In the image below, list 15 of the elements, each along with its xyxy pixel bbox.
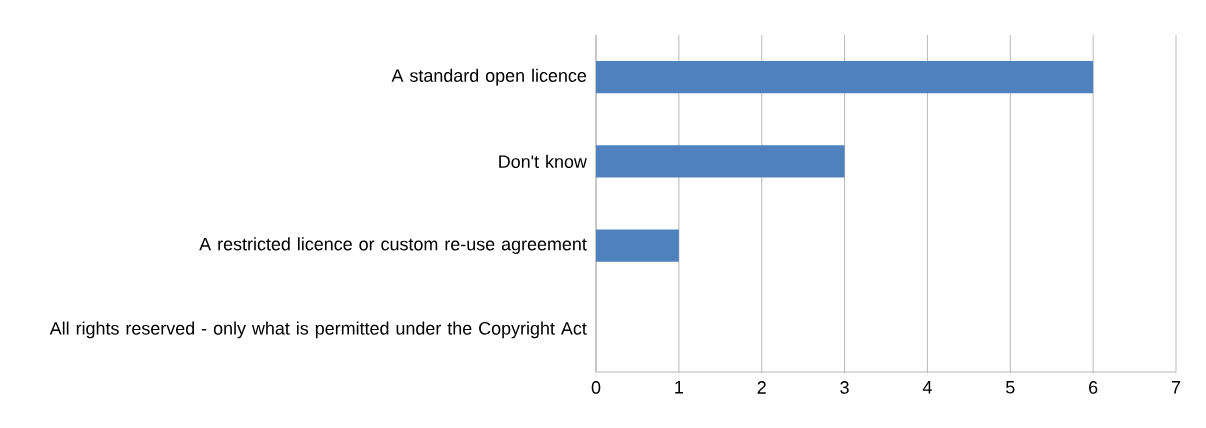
x-tick-label: 7 xyxy=(1171,381,1181,394)
y-tick-label: A standard open licence xyxy=(391,68,587,86)
y-tick-label: A restricted licence or custom re-use agreement xyxy=(199,237,587,254)
bar xyxy=(596,61,1094,94)
bar xyxy=(596,229,679,262)
x-tick-label: 5 xyxy=(1006,381,1015,394)
x-tick-label: 2 xyxy=(757,381,766,394)
bar xyxy=(596,145,845,178)
x-tick-label: 3 xyxy=(840,381,849,394)
x-tick-label: 1 xyxy=(675,381,683,394)
x-tick-label: 0 xyxy=(591,381,601,394)
x-tick-label: 6 xyxy=(1089,381,1098,394)
y-tick-label: All rights reserved - only what is permitted under the Copyright Act xyxy=(49,321,587,339)
y-tick-label: Don't know xyxy=(499,154,587,168)
x-tick-label: 4 xyxy=(922,381,932,394)
